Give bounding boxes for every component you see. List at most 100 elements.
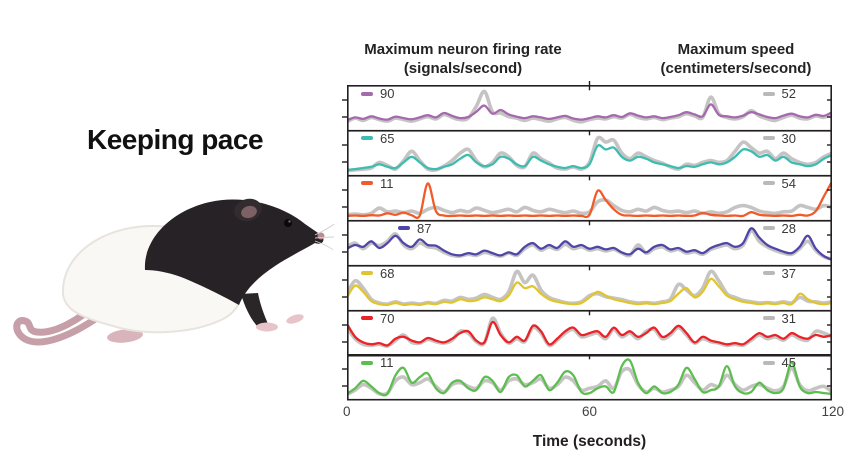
speed-trace	[348, 89, 831, 124]
rat-photo	[13, 198, 335, 346]
speed-legend-swatch	[762, 91, 775, 96]
panel-plot	[342, 309, 832, 357]
x-axis-ticks: 0 60 120	[343, 403, 844, 420]
right-axis-header: Maximum speed (centimeters/second)	[620, 40, 852, 78]
firing-rate-legend: 68	[361, 267, 394, 280]
firing-rate-legend: 11	[361, 356, 394, 369]
panel-plot	[342, 129, 832, 177]
speed-legend-swatch	[762, 136, 775, 141]
firing-rate-legend-swatch	[361, 271, 373, 276]
speed-legend-swatch	[762, 360, 775, 365]
firing-rate-legend-swatch	[361, 181, 373, 186]
max-speed-value: 28	[781, 220, 796, 236]
rat-tail	[13, 298, 109, 346]
speed-legend-swatch	[762, 316, 775, 321]
chart-panel-5: 68 37	[342, 264, 832, 312]
rat-ear-inner	[241, 205, 257, 219]
panel-tick-marks	[342, 130, 832, 163]
firing-rate-trace	[348, 358, 831, 397]
left-axis-header-line2: (signals/second)	[403, 60, 523, 78]
chart-panel-6: 70 31	[342, 309, 832, 357]
left-axis-header: Maximum neuron firing rate (signals/seco…	[333, 40, 593, 78]
rat-front-paw	[256, 322, 278, 332]
firing-rate-trace	[348, 320, 831, 347]
max-speed-value: 37	[781, 265, 796, 281]
rat-eye	[284, 219, 292, 227]
rat-front-leg	[241, 293, 269, 326]
x-axis-label: Time (seconds)	[532, 433, 647, 450]
panel-plot	[342, 219, 832, 267]
x-tick-60: 60	[581, 404, 598, 419]
panel-plot	[342, 354, 832, 401]
max-firing-rate-value: 87	[417, 220, 432, 236]
firing-rate-trace	[348, 180, 831, 219]
firing-rate-legend-swatch	[361, 316, 373, 321]
firing-rate-legend: 70	[361, 312, 394, 325]
speed-legend: 54	[762, 175, 796, 191]
panel-plot	[342, 174, 832, 222]
speed-trace	[348, 316, 831, 348]
speed-legend: 28	[762, 220, 796, 236]
firing-rate-legend: 90	[361, 87, 394, 100]
speed-legend-swatch	[762, 181, 775, 186]
speed-legend: 37	[762, 265, 796, 281]
firing-rate-legend-swatch	[361, 91, 373, 96]
chart-panel-1: 90 52	[342, 81, 832, 132]
chart-panels: 90 52 65 30 11 54 87 28 68 37 70 31 11 45	[342, 81, 832, 401]
rat-eye-highlight	[288, 220, 291, 223]
panel-tick-marks	[342, 81, 832, 118]
left-axis-header-line1: Maximum neuron firing rate	[364, 41, 562, 58]
firing-rate-legend: 87	[398, 222, 431, 235]
max-speed-value: 54	[781, 175, 796, 191]
max-speed-value: 52	[781, 86, 796, 101]
firing-rate-legend-swatch	[361, 136, 373, 141]
panel-plot	[342, 264, 832, 312]
max-speed-value: 30	[781, 130, 796, 146]
max-firing-rate-value: 65	[380, 130, 395, 146]
firing-rate-trace	[348, 277, 831, 306]
x-tick-120: 120	[821, 404, 844, 419]
panel-tick-marks	[342, 265, 832, 298]
max-speed-value: 31	[781, 310, 796, 326]
max-firing-rate-value: 90	[380, 86, 395, 101]
rat-whiskers	[314, 223, 335, 251]
speed-trace	[348, 228, 831, 261]
panel-tick-marks	[342, 355, 832, 388]
rat-hind-foot	[107, 329, 143, 343]
speed-trace	[348, 269, 831, 306]
firing-rate-trace	[348, 103, 831, 122]
panel-tick-marks	[342, 220, 832, 253]
rat-hood	[144, 199, 324, 305]
max-speed-value: 45	[781, 355, 796, 371]
chart-block: Maximum neuron firing rate (signals/seco…	[342, 40, 844, 451]
speed-trace	[348, 366, 831, 397]
speed-legend: 45	[762, 355, 796, 371]
panel-plot	[342, 81, 832, 132]
chart-panel-7: 11 45	[342, 354, 832, 401]
speed-legend: 31	[762, 310, 796, 326]
speed-legend-swatch	[762, 226, 775, 231]
speed-trace	[348, 197, 831, 217]
firing-rate-trace	[348, 226, 831, 261]
rat-front-paw-2	[286, 314, 304, 324]
right-axis-header-line2: (centimeters/second)	[660, 60, 812, 78]
firing-rate-legend-swatch	[398, 226, 410, 231]
page-title: Keeping pace	[86, 124, 264, 155]
firing-rate-trace	[348, 143, 831, 171]
speed-legend-swatch	[762, 271, 775, 276]
firing-rate-legend: 65	[361, 132, 394, 145]
panel-tick-marks	[342, 310, 832, 343]
x-tick-0: 0	[343, 404, 351, 419]
speed-legend: 30	[762, 130, 796, 146]
firing-rate-legend: 11	[361, 177, 394, 190]
speed-legend: 52	[762, 86, 796, 101]
max-firing-rate-value: 68	[380, 265, 395, 281]
max-firing-rate-value: 70	[380, 310, 395, 326]
right-axis-header-line1: Maximum speed	[677, 41, 795, 58]
firing-rate-legend-swatch	[361, 360, 373, 365]
chart-panel-4: 87 28	[342, 219, 832, 267]
panel-tick-marks	[342, 175, 832, 208]
max-firing-rate-value: 11	[380, 355, 394, 371]
max-firing-rate-value: 11	[380, 175, 394, 191]
